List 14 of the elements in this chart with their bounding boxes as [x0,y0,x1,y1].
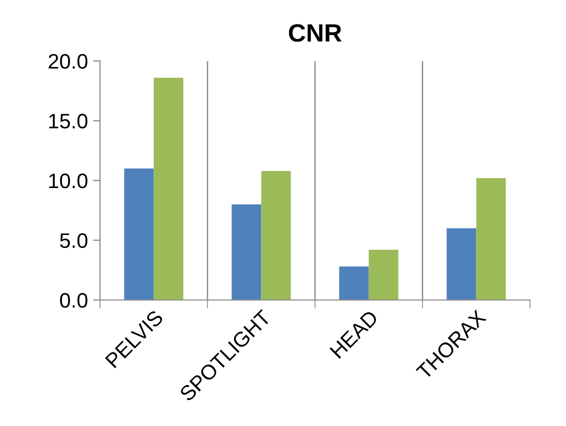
bar [446,228,476,300]
bar [368,250,398,300]
bar [339,266,369,300]
y-tick-label: 20.0 [48,54,88,69]
bar [124,168,154,300]
y-tick-label: 10.0 [49,174,88,188]
chart-title: CNR [288,24,342,42]
y-tick-label: 15.0 [49,114,88,129]
y-tick-label: 5.0 [60,233,88,248]
bar [476,178,506,300]
bar [232,204,262,300]
y-tick-label: 0.0 [60,293,88,308]
bar [154,78,184,300]
bar [261,170,291,300]
